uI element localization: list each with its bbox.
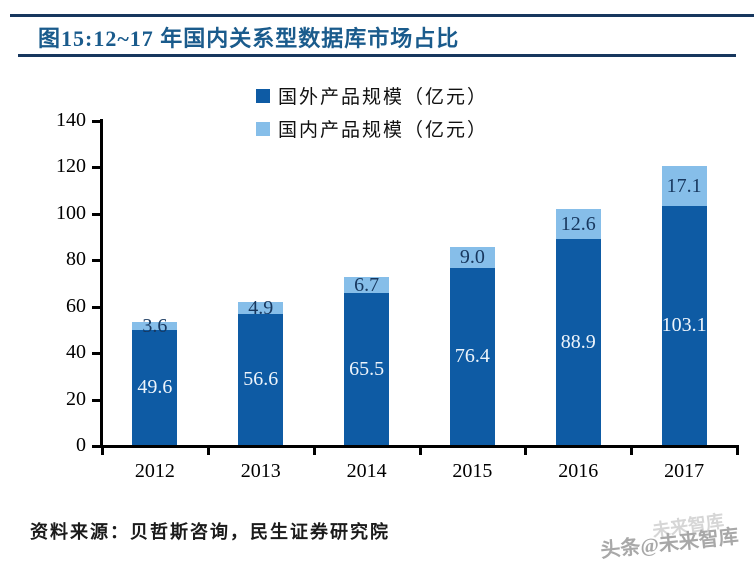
y-tick (92, 445, 101, 448)
y-tick (92, 305, 101, 309)
x-axis-label: 2013 (240, 460, 281, 482)
bar-segment-foreign (449, 267, 495, 445)
bar-value-label-domestic: 9.0 (459, 246, 485, 269)
bar-segment-domestic (661, 165, 707, 206)
y-tick (92, 212, 101, 216)
bar-value-label-foreign: 76.4 (454, 345, 490, 368)
x-tick (736, 445, 739, 455)
y-tick (92, 352, 101, 356)
x-axis-label: 2016 (558, 460, 599, 482)
legend-swatch-foreign-icon (256, 88, 270, 103)
bar-segment-domestic (132, 321, 178, 330)
title-divider (18, 54, 736, 57)
legend-label-foreign: 国外产品规模（亿元） (278, 87, 489, 108)
y-tick-label: 40 (66, 341, 86, 364)
y-tick-label: 80 (66, 248, 86, 271)
top-divider (10, 14, 754, 17)
x-tick (312, 445, 316, 455)
y-tick (92, 120, 101, 123)
bar-segment-foreign (344, 292, 390, 445)
y-axis-line (100, 119, 103, 448)
figure-title: 图15:12~17 年国内关系型数据库市场占比 (38, 26, 460, 51)
y-tick (92, 166, 101, 170)
y-tick-label: 20 (66, 387, 86, 410)
y-tick-label: 60 (66, 294, 86, 317)
bar-value-label-foreign: 49.6 (137, 376, 173, 399)
x-axis-label: 2017 (664, 460, 705, 482)
y-tick-label: 120 (56, 155, 86, 178)
bar-segment-domestic (238, 302, 284, 314)
x-axis-label: 2012 (134, 460, 175, 482)
bar-value-label-foreign: 103.1 (661, 314, 707, 337)
legend-item-domestic: 国内产品规模（亿元） (256, 115, 488, 142)
bar-segment-foreign (132, 329, 178, 445)
bar-value-label-foreign: 65.5 (349, 357, 385, 380)
bar-value-label-domestic: 17.1 (666, 174, 702, 197)
bar-segment-domestic (555, 209, 601, 239)
bar-segment-domestic (344, 277, 390, 293)
bar-value-label-domestic: 6.7 (354, 274, 380, 297)
chart-legend: 国外产品规模（亿元） 国内产品规模（亿元） (256, 82, 488, 142)
bar-segment-foreign (238, 313, 284, 445)
bar-segment-foreign (661, 205, 707, 445)
source-note: 资料来源：贝哲斯咨询，民生证券研究院 (30, 522, 390, 542)
x-tick (524, 445, 528, 455)
bar-value-label-domestic: 12.6 (560, 213, 596, 235)
y-tick-label: 100 (56, 201, 86, 224)
bar-value-label-domestic: 4.9 (248, 296, 274, 319)
legend-swatch-domestic-icon (256, 121, 270, 136)
y-tick-label: 0 (76, 434, 86, 456)
x-tick (101, 445, 104, 455)
x-axis-label: 2014 (346, 460, 387, 482)
x-tick (206, 445, 210, 455)
bar-value-label-foreign: 56.6 (243, 368, 279, 391)
y-tick (92, 259, 101, 263)
y-tick-label: 140 (56, 109, 86, 131)
bar-segment-domestic (449, 246, 495, 268)
x-axis-label: 2015 (452, 460, 493, 482)
y-tick (92, 398, 101, 402)
bar-segment-foreign (555, 238, 601, 445)
x-tick (418, 445, 422, 455)
bar-value-label-domestic: 3.6 (142, 314, 168, 337)
bar-value-label-foreign: 88.9 (560, 330, 596, 353)
x-tick (630, 445, 634, 455)
legend-item-foreign: 国外产品规模（亿元） (256, 82, 488, 109)
legend-label-domestic: 国内产品规模（亿元） (278, 120, 489, 141)
